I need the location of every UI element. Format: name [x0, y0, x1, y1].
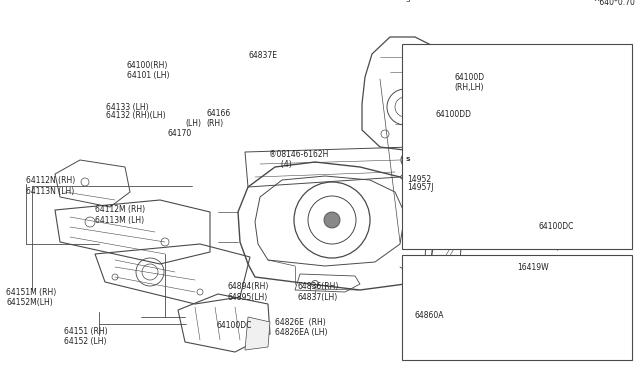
- Text: 14957J: 14957J: [407, 183, 433, 192]
- Text: ®08146-6162H
     (4): ®08146-6162H (4): [269, 150, 328, 169]
- Text: S: S: [406, 157, 410, 163]
- Text: S: S: [406, 0, 410, 3]
- Text: 64836(RH)
64837(LH): 64836(RH) 64837(LH): [298, 282, 339, 302]
- Text: 64151 (RH)
64152 (LH): 64151 (RH) 64152 (LH): [64, 327, 108, 346]
- Text: 64100DD: 64100DD: [435, 110, 471, 119]
- Text: 14952: 14952: [407, 175, 431, 184]
- Text: 64100DC: 64100DC: [216, 321, 252, 330]
- Text: 16419W: 16419W: [517, 263, 548, 272]
- Bar: [402, 44, 632, 249]
- Text: ^640*0.70: ^640*0.70: [593, 0, 635, 7]
- Circle shape: [324, 212, 340, 228]
- Text: 64151M (RH)
64152M(LH): 64151M (RH) 64152M(LH): [6, 288, 57, 307]
- Text: 64100(RH)
64101 (LH): 64100(RH) 64101 (LH): [127, 61, 169, 80]
- Text: 64112N (RH)
64113N (LH): 64112N (RH) 64113N (LH): [26, 176, 75, 196]
- Polygon shape: [245, 317, 270, 350]
- Text: 64100DC: 64100DC: [539, 222, 574, 231]
- Text: 64112M (RH)
64113M (LH): 64112M (RH) 64113M (LH): [95, 205, 145, 225]
- Bar: [402, 255, 632, 360]
- Text: 64837E: 64837E: [248, 51, 277, 60]
- Circle shape: [486, 151, 504, 169]
- Text: 64894(RH)
64895(LH): 64894(RH) 64895(LH): [227, 282, 269, 302]
- Text: 64132 (RH)(LH): 64132 (RH)(LH): [106, 111, 165, 120]
- Text: 64166
(RH): 64166 (RH): [206, 109, 230, 128]
- Text: 64860A: 64860A: [415, 311, 444, 320]
- Text: (LH): (LH): [186, 119, 202, 128]
- Text: 64133 (LH): 64133 (LH): [106, 103, 148, 112]
- Text: 64826E  (RH)
64826EA (LH): 64826E (RH) 64826EA (LH): [275, 318, 328, 337]
- Text: 64170: 64170: [168, 129, 192, 138]
- Text: 64100D
(RH,LH): 64100D (RH,LH): [454, 73, 484, 92]
